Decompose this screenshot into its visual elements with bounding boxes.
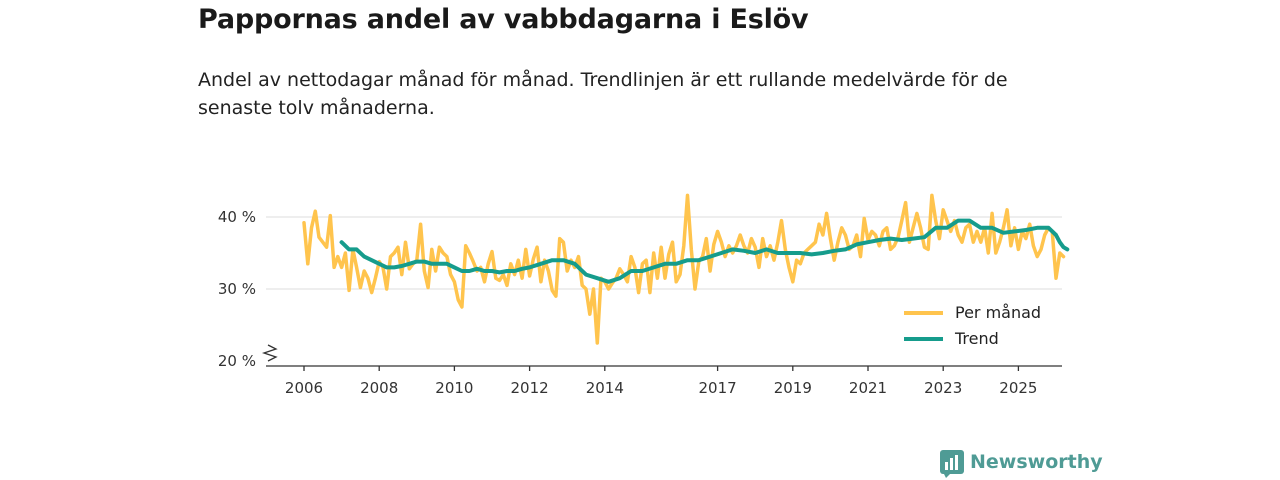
x-tick-label: 2017 — [699, 379, 737, 397]
legend-label-trend: Trend — [954, 329, 999, 348]
x-tick-label: 2019 — [774, 379, 812, 397]
x-tick-label: 2012 — [511, 379, 549, 397]
axes: 20 % 30 % 40 % 2006 2008 2010 2012 2014 2017 2019… — [218, 208, 1062, 397]
bar-chart-icon — [940, 450, 964, 478]
x-tick-label: 2006 — [285, 379, 323, 397]
legend-label-per-manad: Per månad — [955, 303, 1041, 322]
x-tick-label: 2008 — [360, 379, 398, 397]
x-tick-label: 2023 — [924, 379, 962, 397]
x-tick-label: 2014 — [586, 379, 624, 397]
chart-subtitle: Andel av nettodagar månad för månad. Tre… — [198, 69, 1008, 119]
series-lines — [302, 193, 1070, 345]
legend: Per månad Trend — [904, 303, 1041, 348]
brand-name: Newsworthy — [970, 451, 1103, 473]
y-tick-label: 20 % — [218, 352, 256, 370]
axis-break-icon — [261, 344, 278, 362]
chart-title: Pappornas andel av vabbdagarna i Eslöv — [198, 4, 809, 35]
newsworthy-logo: Newsworthy — [940, 450, 1103, 478]
series-line-trend — [339, 218, 1070, 284]
x-tick-label: 2021 — [849, 379, 887, 397]
y-tick-label: 30 % — [218, 280, 256, 298]
x-tick-label: 2010 — [435, 379, 473, 397]
series-line-per-manad — [302, 193, 1066, 345]
y-tick-label: 40 % — [218, 208, 256, 226]
x-tick-label: 2025 — [999, 379, 1037, 397]
